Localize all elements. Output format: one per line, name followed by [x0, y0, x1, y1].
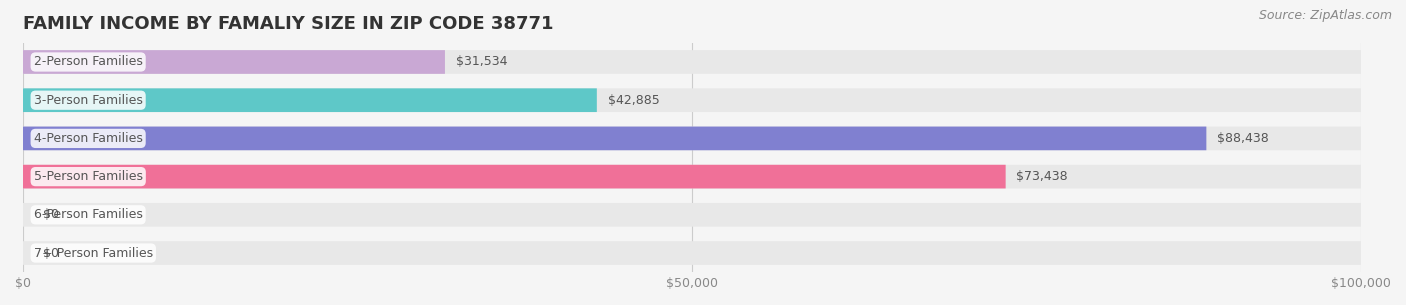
Text: $0: $0	[44, 208, 59, 221]
Text: 5-Person Families: 5-Person Families	[34, 170, 142, 183]
Text: $0: $0	[44, 246, 59, 260]
Text: 3-Person Families: 3-Person Families	[34, 94, 142, 107]
FancyBboxPatch shape	[22, 50, 444, 74]
Text: 2-Person Families: 2-Person Families	[34, 56, 142, 69]
FancyBboxPatch shape	[22, 241, 1361, 265]
Text: 4-Person Families: 4-Person Families	[34, 132, 142, 145]
Text: 6-Person Families: 6-Person Families	[34, 208, 142, 221]
FancyBboxPatch shape	[22, 127, 1206, 150]
FancyBboxPatch shape	[22, 127, 1361, 150]
Text: 7+ Person Families: 7+ Person Families	[34, 246, 153, 260]
Text: $73,438: $73,438	[1017, 170, 1069, 183]
FancyBboxPatch shape	[22, 88, 1361, 112]
Text: Source: ZipAtlas.com: Source: ZipAtlas.com	[1258, 9, 1392, 22]
FancyBboxPatch shape	[22, 88, 596, 112]
Text: $88,438: $88,438	[1218, 132, 1268, 145]
FancyBboxPatch shape	[22, 203, 1361, 227]
Text: FAMILY INCOME BY FAMALIY SIZE IN ZIP CODE 38771: FAMILY INCOME BY FAMALIY SIZE IN ZIP COD…	[22, 15, 554, 33]
FancyBboxPatch shape	[22, 165, 1005, 188]
Text: $31,534: $31,534	[456, 56, 508, 69]
FancyBboxPatch shape	[22, 50, 1361, 74]
FancyBboxPatch shape	[22, 165, 1361, 188]
Text: $42,885: $42,885	[607, 94, 659, 107]
